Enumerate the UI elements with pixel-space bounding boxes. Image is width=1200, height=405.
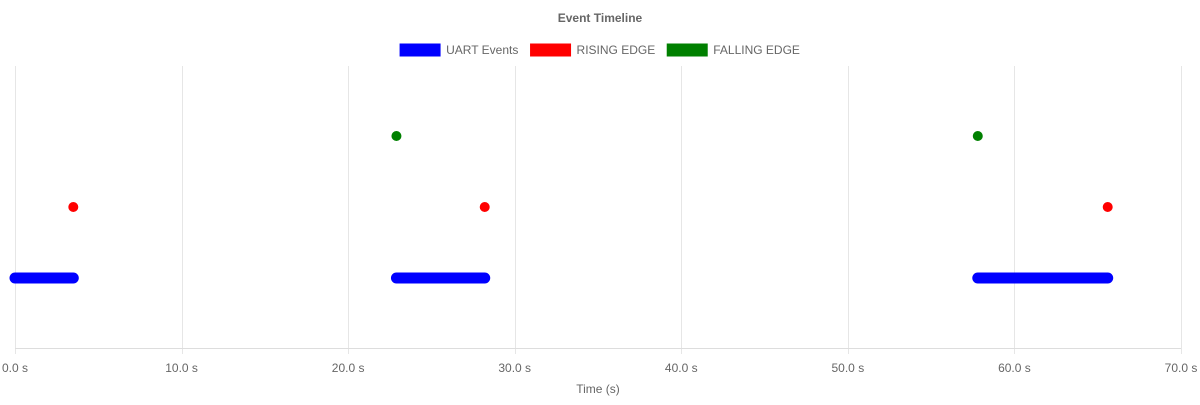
x-tick-label-3: 30.0 s	[498, 361, 531, 375]
legend-swatch	[530, 43, 572, 57]
falling-edge-point-0[interactable]	[391, 131, 402, 141]
legend-item-rising-edge[interactable]: RISING EDGE	[530, 43, 656, 57]
x-axis-title: Time (s)	[576, 382, 620, 396]
legend-item-falling-edge[interactable]: FALLING EDGE	[666, 43, 800, 57]
legend-swatch	[399, 43, 441, 57]
x-tick-label-0: 0.0 s	[2, 361, 28, 375]
legend: UART Events RISING EDGE FALLING EDGE	[399, 43, 800, 57]
rising-edge-point-0[interactable]	[68, 202, 79, 212]
x-tick-label-7: 70.0 s	[1165, 361, 1198, 375]
grid	[15, 66, 1182, 354]
legend-label: UART Events	[446, 43, 518, 57]
chart-title: Event Timeline	[558, 11, 643, 25]
x-tick-label-4: 40.0 s	[665, 361, 698, 375]
x-tick-label-2: 20.0 s	[332, 361, 365, 375]
legend-item-uart-events[interactable]: UART Events	[399, 43, 518, 57]
rising-edge-point-2[interactable]	[1102, 202, 1113, 212]
x-tick-label-1: 10.0 s	[165, 361, 198, 375]
legend-label: RISING EDGE	[577, 43, 656, 57]
falling-edge-point-1[interactable]	[972, 131, 983, 141]
x-tick-label-5: 50.0 s	[832, 361, 865, 375]
rising-edge-point-1[interactable]	[479, 202, 490, 212]
legend-swatch	[666, 43, 708, 57]
data-marks	[9, 131, 1114, 284]
x-tick-label-6: 60.0 s	[998, 361, 1031, 375]
legend-label: FALLING EDGE	[713, 43, 800, 57]
x-axis-ticks: 0.0 s 10.0 s 20.0 s 30.0 s 40.0 s 50.0 s 60.0 …	[2, 361, 1197, 375]
